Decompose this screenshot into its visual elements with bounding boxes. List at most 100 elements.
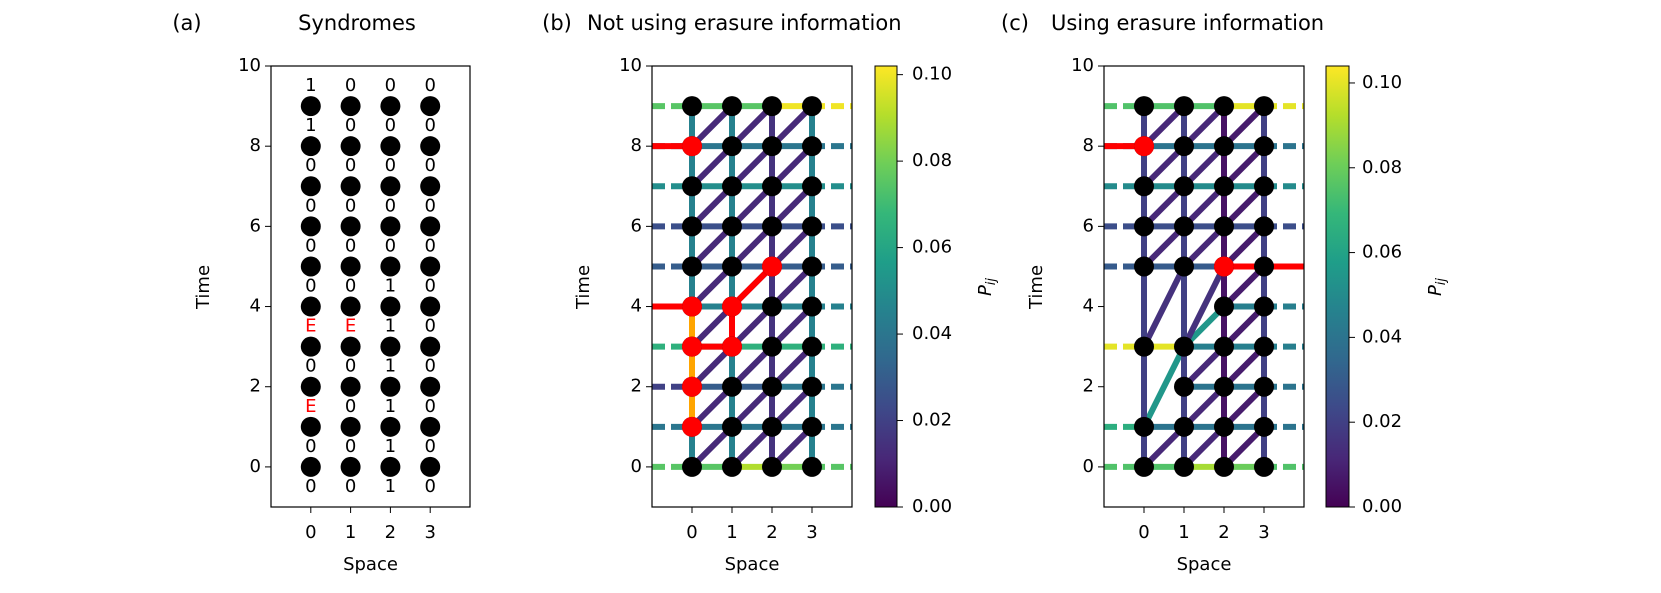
syndrome-label: 0 xyxy=(305,276,316,297)
x-tick-label: 3 xyxy=(1258,522,1269,543)
y-tick-label: 4 xyxy=(1083,296,1094,317)
x-tick-label: 2 xyxy=(766,522,777,543)
colorbar-tick-label: 0.04 xyxy=(912,323,952,344)
edge xyxy=(1141,265,1187,348)
node xyxy=(722,136,742,157)
syndrome-label: 0 xyxy=(424,356,435,377)
node xyxy=(300,96,321,117)
y-tick-label: 2 xyxy=(1083,376,1094,397)
panel-title: Syndromes xyxy=(298,11,416,35)
node xyxy=(1214,336,1234,357)
node xyxy=(300,456,321,477)
y-tick-label: 8 xyxy=(1083,135,1094,156)
syndrome-label: 1 xyxy=(385,436,396,457)
y-tick-label: 6 xyxy=(631,215,642,236)
x-tick-label: 1 xyxy=(726,522,737,543)
node xyxy=(300,216,321,237)
colorbar-tick-label: 0.06 xyxy=(912,237,952,258)
syndrome-label: 0 xyxy=(424,436,435,457)
syndrome-label: 0 xyxy=(345,276,356,297)
y-tick-label: 10 xyxy=(619,55,642,76)
node xyxy=(420,136,441,157)
node xyxy=(762,136,782,157)
node xyxy=(762,296,782,317)
node xyxy=(722,456,742,477)
y-tick-label: 4 xyxy=(250,296,261,317)
node xyxy=(1254,256,1274,277)
syndrome-label: 0 xyxy=(424,155,435,176)
colorbar xyxy=(874,65,898,508)
panel-title: Not using erasure information xyxy=(587,11,902,35)
node xyxy=(340,376,361,397)
syndrome-label: 0 xyxy=(345,436,356,457)
syndrome-label: 1 xyxy=(385,476,396,497)
panel: (b) Not using erasure information Space Tim… xyxy=(542,11,998,575)
node xyxy=(300,256,321,277)
x-tick-label: 1 xyxy=(1178,522,1189,543)
syndrome-label: 0 xyxy=(424,316,435,337)
x-tick-label: 2 xyxy=(385,522,396,543)
node xyxy=(802,416,822,437)
colorbar-label: Pij xyxy=(1425,278,1449,296)
node xyxy=(722,376,742,397)
y-tick-label: 6 xyxy=(250,215,261,236)
panel-label: (b) xyxy=(542,11,572,35)
node xyxy=(1174,216,1194,237)
axes-frame xyxy=(270,65,471,508)
edge xyxy=(1141,345,1187,429)
syndrome-label: 0 xyxy=(345,476,356,497)
node xyxy=(420,376,441,397)
syndrome-label: 0 xyxy=(424,476,435,497)
colorbar-tick-label: 0.00 xyxy=(912,496,952,517)
node xyxy=(300,136,321,157)
panel-label: (c) xyxy=(1001,11,1029,35)
node xyxy=(762,416,782,437)
node xyxy=(762,96,782,117)
node xyxy=(380,456,401,477)
plot-area xyxy=(1104,96,1304,477)
syndrome-label: 1 xyxy=(385,396,396,417)
node xyxy=(802,296,822,317)
colorbar-tick-label: 0.08 xyxy=(1362,157,1402,178)
node xyxy=(1174,416,1194,437)
syndrome-label: 0 xyxy=(424,276,435,297)
colorbar-tick-label: 0.02 xyxy=(912,410,952,431)
node xyxy=(1214,96,1234,117)
node xyxy=(340,416,361,437)
colorbar-tick-label: 0.10 xyxy=(1362,72,1402,93)
x-tick-label: 2 xyxy=(1218,522,1229,543)
syndrome-label: 0 xyxy=(345,195,356,216)
node xyxy=(1134,256,1154,277)
syndrome-label: 0 xyxy=(345,115,356,136)
syndrome-label: 0 xyxy=(424,115,435,136)
defect xyxy=(762,256,782,277)
x-tick-label: 0 xyxy=(686,522,697,543)
y-tick-label: 6 xyxy=(1083,215,1094,236)
syndrome-label: 0 xyxy=(305,476,316,497)
plot-area xyxy=(652,96,852,477)
syndrome-label: 0 xyxy=(305,235,316,256)
colorbar-label-main: P xyxy=(1425,285,1446,296)
y-tick-label: 10 xyxy=(238,55,261,76)
syndrome-label: E xyxy=(305,396,316,417)
syndrome-label: 0 xyxy=(424,195,435,216)
y-tick-label: 4 xyxy=(631,296,642,317)
node xyxy=(762,376,782,397)
syndrome-label: E xyxy=(305,316,316,337)
colorbar-label-sub: ij xyxy=(1434,278,1449,286)
edge xyxy=(1181,265,1227,348)
node xyxy=(1174,96,1194,117)
panel-label: (a) xyxy=(172,11,201,35)
node xyxy=(380,136,401,157)
syndrome-label: 0 xyxy=(385,115,396,136)
defect xyxy=(682,336,702,357)
y-tick-label: 10 xyxy=(1071,55,1094,76)
x-tick-label: 0 xyxy=(1138,522,1149,543)
node xyxy=(722,176,742,197)
y-tick-label: 0 xyxy=(250,456,261,477)
defect xyxy=(682,136,702,157)
colorbar-tick-label: 0.08 xyxy=(912,150,952,171)
x-tick-label: 1 xyxy=(345,522,356,543)
